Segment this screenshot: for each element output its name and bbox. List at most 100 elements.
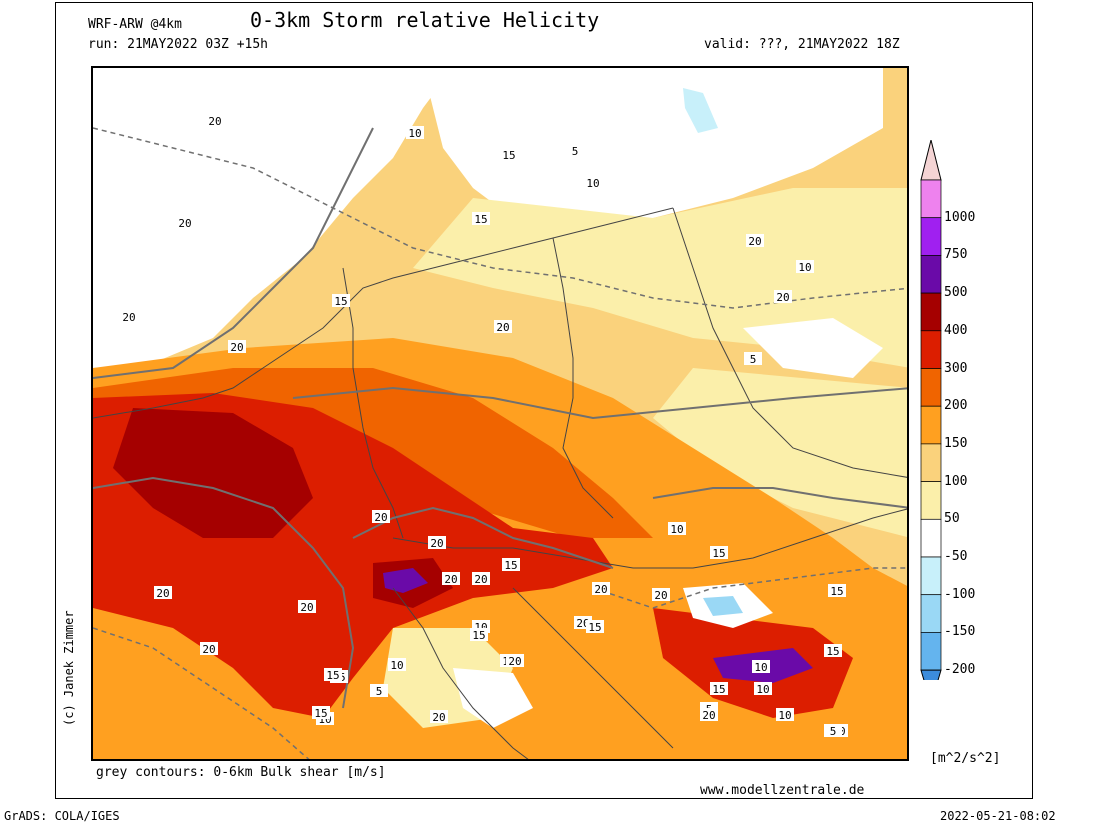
- contour-label-box: [154, 586, 172, 599]
- colorbar-swatch: [920, 217, 942, 256]
- colorbar-swatch: [920, 594, 942, 633]
- contour-label-box: [370, 684, 388, 697]
- shear-contour-3: [93, 476, 355, 709]
- contour-label-box: [120, 310, 138, 323]
- contour-label: 15: [830, 585, 843, 598]
- contour-label-box: [500, 148, 518, 161]
- contour-label-box: [470, 628, 488, 641]
- contour-label-box: [388, 658, 406, 671]
- shear-contour-2: [292, 386, 907, 420]
- contour-label-box: [710, 682, 728, 695]
- contour-label: 20: [776, 291, 789, 304]
- contour-label-box: [206, 114, 224, 127]
- contour-label: 20: [374, 511, 387, 524]
- contour-label: 10: [756, 683, 769, 696]
- contour-label-box: [228, 340, 246, 353]
- contour-label-box: [298, 600, 316, 613]
- shear-contour-dashed-2: [93, 627, 310, 759]
- shear-contour-1: [93, 127, 374, 379]
- colorbar-top-arrow: [920, 140, 942, 181]
- colorbar-tick-label: 100: [944, 473, 968, 489]
- contour-label-box: [472, 572, 490, 585]
- low-helicity-patch-south: [453, 668, 533, 728]
- contour-label-box: [406, 126, 424, 139]
- contour-label: 5: [830, 725, 837, 738]
- model-label: WRF-ARW @4km: [88, 17, 182, 32]
- contour-label-box: [824, 724, 842, 737]
- contour-label-box: [176, 216, 194, 229]
- contour-label-box: [430, 710, 448, 723]
- contour-label: 10: [390, 659, 403, 672]
- contour-label: 5: [376, 685, 383, 698]
- contour-label: 20: [122, 311, 135, 324]
- contour-label: 15: [826, 645, 839, 658]
- contour-label: 10: [670, 523, 683, 536]
- contour-label-box: [776, 708, 794, 721]
- contour-label: 10: [754, 661, 767, 674]
- colorbar-swatch: [920, 443, 942, 482]
- contour-label: 20: [178, 217, 191, 230]
- chart-title: 0-3km Storm relative Helicity: [250, 8, 600, 32]
- coastline-north: [93, 207, 674, 419]
- figure-frame: [55, 2, 1033, 799]
- border-west: [342, 267, 404, 539]
- contour-label: 20: [594, 583, 607, 596]
- colorbar-units: [m^2/s^2]: [930, 751, 1001, 766]
- colorbar-tick-label: 400: [944, 322, 968, 338]
- colorbar-swatch: [920, 481, 942, 520]
- contour-label-box: [200, 642, 218, 655]
- low-helicity-area-north: [423, 68, 883, 228]
- website-label: www.modellzentrale.de: [700, 783, 865, 798]
- colorbar-swatch: [920, 368, 942, 407]
- contour-label-box: [312, 706, 330, 719]
- contour-label-box: [744, 352, 762, 365]
- colorbar-swatch: [920, 632, 942, 671]
- contour-label: 20: [300, 601, 313, 614]
- contour-label: 20: [444, 573, 457, 586]
- colorbar-swatch: [920, 518, 942, 558]
- contour-label-box: [332, 294, 350, 307]
- colorbar-swatch: [920, 405, 942, 445]
- colorbar-swatch: [920, 556, 942, 596]
- colorbar-tick-label: 500: [944, 285, 968, 301]
- contour-label: 20: [430, 537, 443, 550]
- contour-label: 15: [712, 547, 725, 560]
- coastline-adriatic-east: [512, 587, 674, 749]
- contour-label: 20: [156, 587, 169, 600]
- contour-label-box: [494, 320, 512, 333]
- contour-label: 15: [504, 559, 517, 572]
- colorbar-bottom-arrow: [920, 669, 942, 680]
- contour-label: 20: [202, 643, 215, 656]
- shear-contour-4: [352, 506, 614, 569]
- colorbar-tick-label: -100: [944, 586, 976, 602]
- extreme-helicity-alps: [383, 568, 428, 593]
- weak-helicity-area-poland: [413, 188, 907, 368]
- contour-label-box: [442, 572, 460, 585]
- helicity-map: 20 10 15 5 20 15 10 20 15 20 5 10 20 20 20 20 20 20 20 20 15…: [91, 66, 909, 761]
- contour-label-box: [592, 582, 610, 595]
- contour-label-box: [828, 584, 846, 597]
- contour-label: 15: [334, 295, 347, 308]
- contour-label-box: [652, 588, 670, 601]
- colorbar-tick-label: 300: [944, 360, 968, 376]
- contour-label-box: [586, 620, 604, 633]
- valid-label: valid: ???, 21MAY2022 18Z: [704, 37, 900, 52]
- contour-label: 20: [432, 711, 445, 724]
- contour-label-box: [824, 644, 842, 657]
- colorbar-tick-label: 1000: [944, 209, 976, 225]
- colorbar-swatch: [920, 330, 942, 369]
- contour-label: 10: [778, 709, 791, 722]
- contour-label-box: [506, 654, 524, 667]
- contour-label-box: [324, 668, 342, 681]
- contour-label: 20: [654, 589, 667, 602]
- contour-label: 15: [502, 149, 515, 162]
- colorbar-tick-label: 750: [944, 247, 968, 263]
- colorbar-tick-label: -200: [944, 662, 976, 678]
- contour-label: 5: [750, 353, 757, 366]
- colorbar-tick-label: 200: [944, 398, 968, 414]
- timestamp-label: 2022-05-21-08:02: [940, 809, 1056, 823]
- low-helicity-patch-east: [743, 318, 883, 378]
- contour-label-box: [700, 708, 718, 721]
- contour-label-box: [710, 546, 728, 559]
- border-east: [672, 207, 907, 478]
